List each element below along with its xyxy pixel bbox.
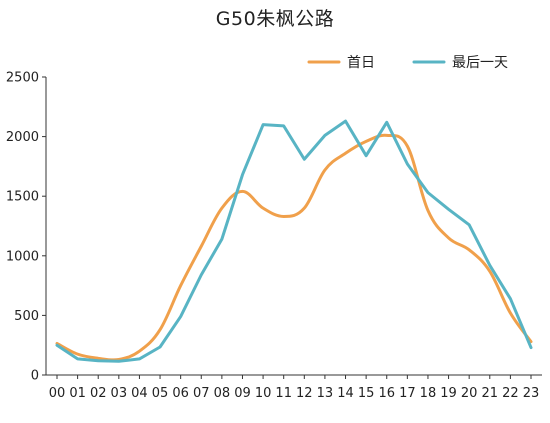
x-tick-label: 22 <box>502 386 519 401</box>
series-lines <box>55 119 533 363</box>
x-tick-label: 02 <box>90 386 107 401</box>
y-tick-label: 2000 <box>6 130 39 145</box>
x-tick-label: 01 <box>69 386 86 401</box>
chart-title: G50朱枫公路 <box>215 8 335 30</box>
x-tick-label: 21 <box>482 386 499 401</box>
y-tick-label: 0 <box>31 369 39 384</box>
x-tick-label: 09 <box>234 386 251 401</box>
x-tick-label: 16 <box>378 386 395 401</box>
axes: 0 500 1000 1500 2000 2500 00 01 02 03 04 05 06 07 08 09… <box>6 71 542 401</box>
x-tick-label: 05 <box>152 386 169 401</box>
series-line-1 <box>55 119 533 363</box>
x-tick-label: 10 <box>255 386 272 401</box>
legend-label-0: 首日 <box>347 55 375 71</box>
x-tick-label: 00 <box>49 386 66 401</box>
y-tick-label: 2500 <box>6 71 39 86</box>
x-tick-label: 08 <box>214 386 231 401</box>
y-tick-label: 500 <box>14 309 39 324</box>
x-tick-label: 23 <box>523 386 540 401</box>
x-tick-label: 17 <box>399 386 416 401</box>
x-tick-label: 15 <box>358 386 375 401</box>
x-tick-label: 20 <box>461 386 478 401</box>
x-tick-label: 03 <box>111 386 128 401</box>
x-tick-label: 19 <box>440 386 457 401</box>
legend-label-1: 最后一天 <box>452 55 508 71</box>
y-tick-label: 1500 <box>6 190 39 205</box>
x-tick-label: 07 <box>193 386 210 401</box>
x-tick-label: 04 <box>131 386 148 401</box>
x-tick-label: 18 <box>420 386 437 401</box>
series-line-0 <box>55 133 533 362</box>
x-tick-label: 14 <box>337 386 354 401</box>
x-tick-label: 11 <box>275 386 292 401</box>
x-tick-label: 12 <box>296 386 313 401</box>
y-tick-label: 1000 <box>6 249 39 264</box>
x-tick-label: 06 <box>172 386 189 401</box>
legend: 首日 最后一天 <box>307 55 508 71</box>
x-tick-label: 13 <box>317 386 334 401</box>
